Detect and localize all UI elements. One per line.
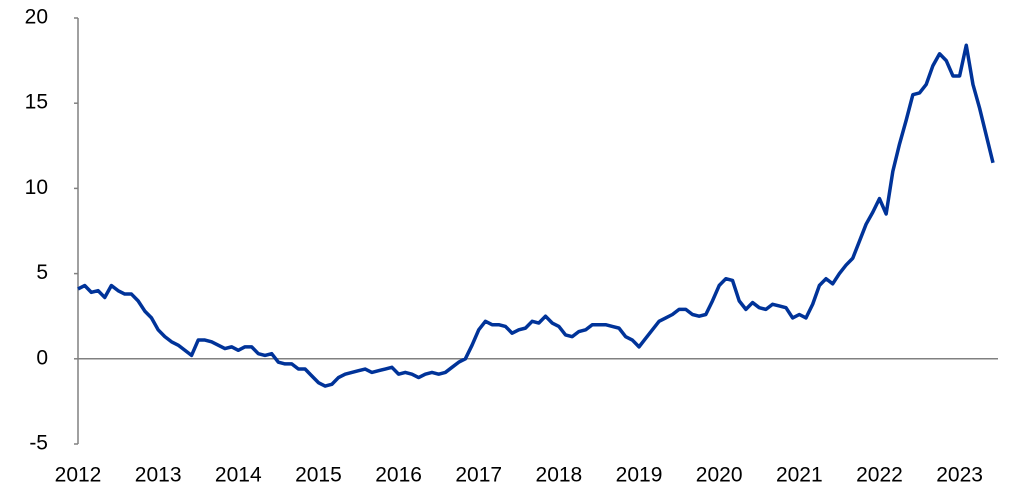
x-tick-label: 2014	[215, 464, 262, 487]
x-tick-label: 2020	[696, 464, 743, 487]
x-tick-label: 2019	[616, 464, 663, 487]
data-line	[77, 43, 995, 388]
y-tick-label: 5	[36, 261, 48, 284]
x-tick-label: 2017	[455, 464, 502, 487]
y-tick-label: -5	[29, 432, 48, 455]
x-tick-label: 2022	[856, 464, 903, 487]
y-tick-label: 20	[25, 6, 48, 29]
y-tick-label: 0	[36, 346, 48, 369]
x-tick-label: 2015	[295, 464, 342, 487]
y-tick-label: 10	[25, 176, 48, 199]
x-tick-label: 2018	[536, 464, 583, 487]
x-tick-label: 2013	[135, 464, 182, 487]
x-tick-label: 2012	[55, 464, 102, 487]
y-tick-label: 15	[25, 91, 48, 114]
x-tick-label: 2021	[776, 464, 823, 487]
x-tick-label: 2023	[936, 464, 983, 487]
x-tick-label: 2016	[375, 464, 422, 487]
